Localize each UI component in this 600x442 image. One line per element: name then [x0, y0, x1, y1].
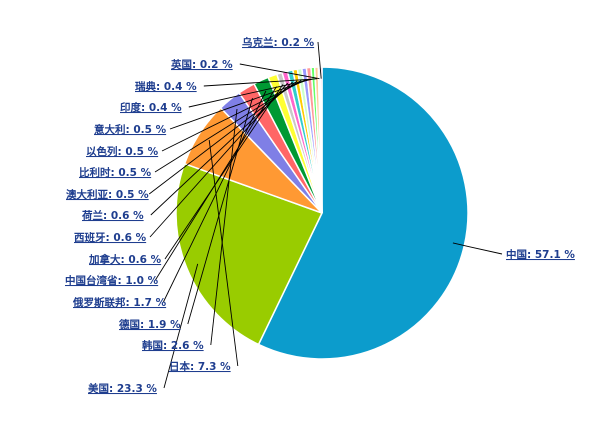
pie-leader-line [317, 41, 322, 79]
pie-leader-line [208, 140, 239, 367]
pie-label[interactable]: 韩国: 2.6 % [142, 339, 204, 352]
pie-leader-line [169, 78, 310, 130]
pie-label[interactable]: 英国: 0.2 % [170, 58, 233, 71]
pie-leader-lines [148, 41, 503, 389]
pie-leader-line [163, 263, 199, 389]
pie-label[interactable]: 美国: 23.3 % [88, 382, 157, 395]
pie-label[interactable]: 意大利: 0.5 % [94, 123, 167, 136]
pie-labels: 中国: 57.1 % 美国: 23.3 % 日本: 7.3 % 韩国: 2.6 % 德国… [65, 36, 575, 395]
pie-leader-line [164, 84, 284, 260]
pie-slice[interactable] [175, 162, 324, 346]
pie-leader-line [187, 97, 253, 325]
pie-slices [175, 66, 469, 360]
pie-label[interactable]: 日本: 7.3 % [169, 360, 231, 373]
pie-leader-line [150, 81, 294, 216]
pie-label[interactable]: 西班牙: 0.6 % [74, 231, 147, 244]
pie-label[interactable]: 中国: 57.1 % [506, 248, 575, 261]
pie-leader-line [148, 80, 298, 195]
pie-leader-line [452, 242, 503, 255]
pie-leader-line [203, 78, 317, 87]
pie-label[interactable]: 以色列: 0.5 % [86, 145, 159, 158]
pie-label[interactable]: 瑞典: 0.4 % [135, 80, 197, 93]
pie-label[interactable]: 澳大利亚: 0.5 % [66, 188, 149, 201]
pie-label[interactable]: 印度: 0.4 % [120, 101, 182, 114]
pie-label[interactable]: 德国: 1.9 % [118, 318, 181, 331]
pie-leader-line [239, 63, 320, 80]
pie-leader-line [210, 108, 238, 346]
pie-label[interactable]: 乌克兰: 0.2 % [242, 36, 315, 49]
pie-leader-line [149, 82, 289, 238]
pie-label[interactable]: 俄罗斯联邦: 1.7 % [72, 296, 167, 309]
pie-label[interactable]: 比利时: 0.5 % [79, 166, 152, 179]
pie-leader-line [188, 78, 314, 108]
pie-label[interactable]: 加拿大: 0.6 % [88, 253, 162, 266]
pie-leader-line [161, 79, 306, 152]
pie-label[interactable]: 中国台湾省: 1.0 % [65, 274, 159, 287]
pie-leader-line [154, 79, 302, 173]
pie-label[interactable]: 荷兰: 0.6 % [81, 209, 144, 222]
